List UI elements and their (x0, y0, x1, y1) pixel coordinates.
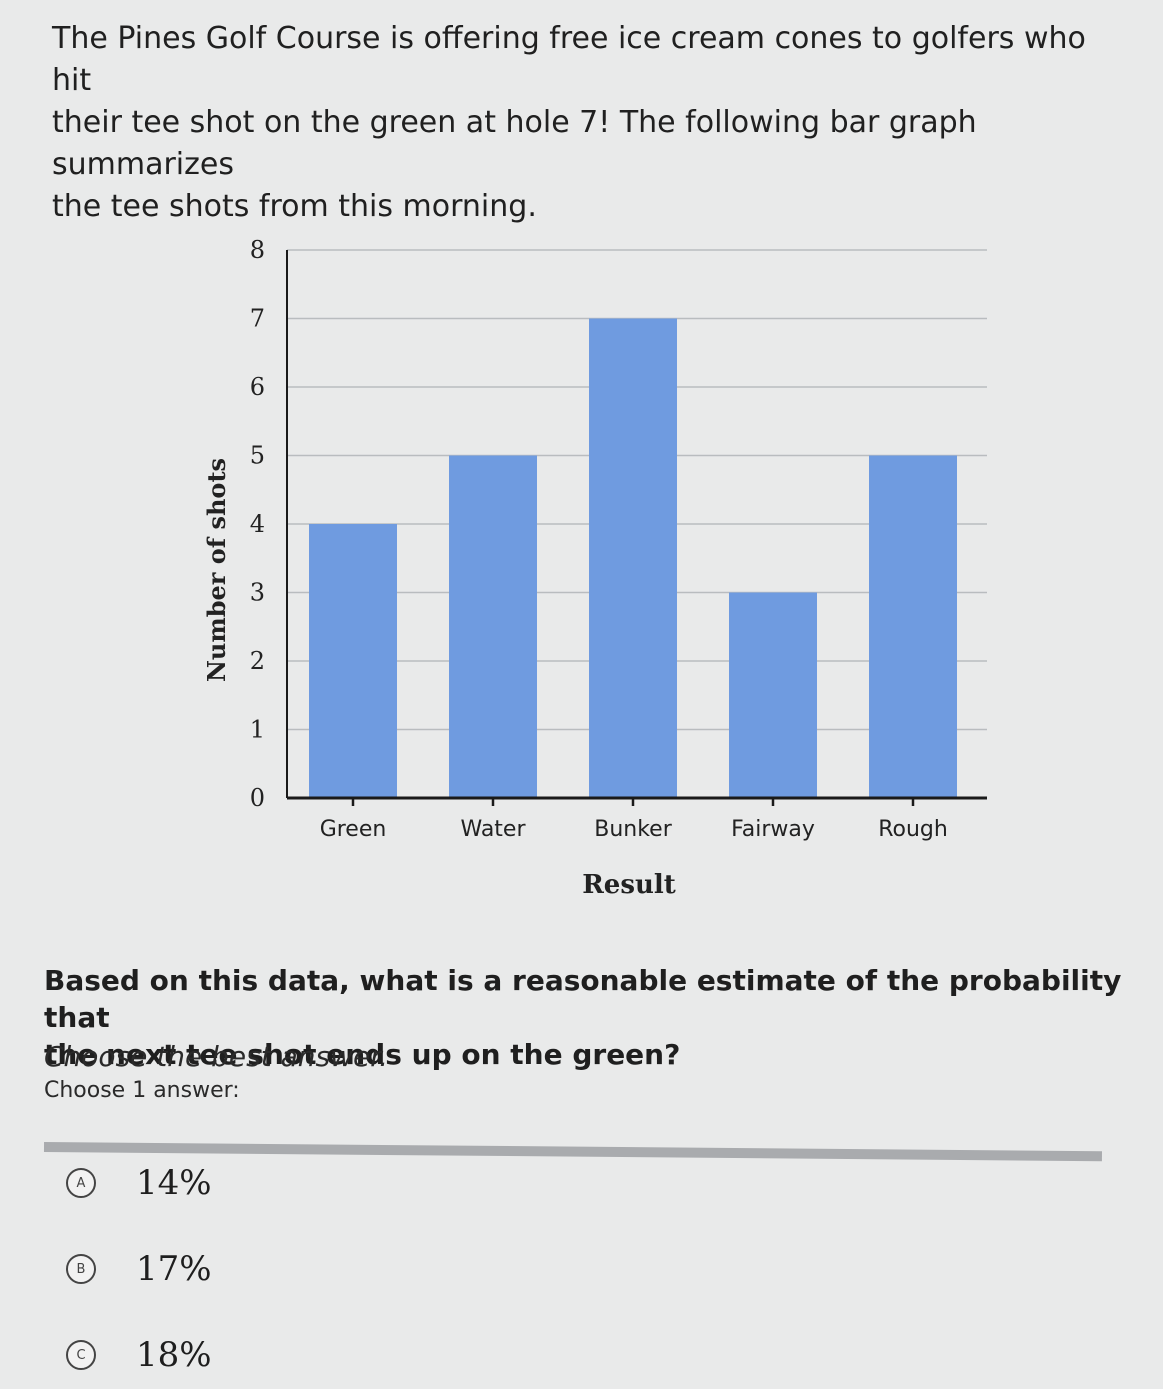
bar-green (309, 524, 397, 798)
intro-line-2: their tee shot on the green at hole 7! T… (52, 105, 977, 182)
axes (286, 250, 987, 806)
y-tick-label: 5 (250, 442, 265, 470)
bar-bunker (589, 318, 677, 798)
x-tick-label: Fairway (731, 817, 815, 842)
x-tick-label: Bunker (594, 817, 672, 842)
x-tick-label: Water (460, 817, 526, 842)
x-axis-title: Result (582, 870, 676, 900)
x-tick-label: Green (320, 817, 387, 842)
labels: 0 1 2 3 4 5 6 7 8 Green Water Bunker Fairway Rough Res… (202, 236, 948, 900)
x-tick-label: Rough (878, 817, 948, 842)
y-tick-label: 1 (250, 716, 265, 744)
choose-label: Choose 1 answer: (44, 1078, 240, 1103)
choice-b-text: 17% (136, 1249, 212, 1289)
y-tick-label: 2 (250, 647, 265, 675)
y-tick-label: 3 (250, 579, 265, 607)
question-line-2: the next tee shot ends up on the green? (44, 1038, 681, 1071)
bar-chart: 0 1 2 3 4 5 6 7 8 Green Water Bunker Fairway Rough Res… (202, 236, 987, 900)
choice-a-radio[interactable]: A (66, 1168, 96, 1198)
intro-line-3: the tee shots from this morning. (52, 189, 537, 224)
intro-line-1: The Pines Golf Course is offering free i… (52, 21, 1086, 98)
y-tick-label: 8 (250, 236, 265, 264)
bar-fairway (729, 592, 817, 798)
y-tick-label: 0 (250, 784, 265, 812)
y-tick-label: 7 (250, 305, 265, 333)
choice-c-radio[interactable]: C (66, 1340, 96, 1370)
choice-b[interactable]: B 17% (66, 1244, 212, 1294)
choice-a-text: 14% (136, 1163, 212, 1203)
choice-c-text: 18% (136, 1335, 212, 1375)
choice-a[interactable]: A 14% (66, 1158, 212, 1208)
hint-text: Choose the best answer. (44, 1040, 389, 1073)
bar-water (449, 455, 537, 798)
question-text: Based on this data, what is a reasonable… (44, 962, 1124, 1073)
question-line-1: Based on this data, what is a reasonable… (44, 964, 1122, 1034)
bars (309, 318, 957, 798)
bar-rough (869, 455, 957, 798)
y-tick-label: 4 (250, 510, 265, 538)
choice-b-radio[interactable]: B (66, 1254, 96, 1284)
y-tick-label: 6 (250, 373, 265, 401)
choice-c[interactable]: C 18% (66, 1330, 212, 1380)
intro-text: The Pines Golf Course is offering free i… (52, 18, 1132, 228)
y-axis-title: Number of shots (202, 458, 231, 682)
